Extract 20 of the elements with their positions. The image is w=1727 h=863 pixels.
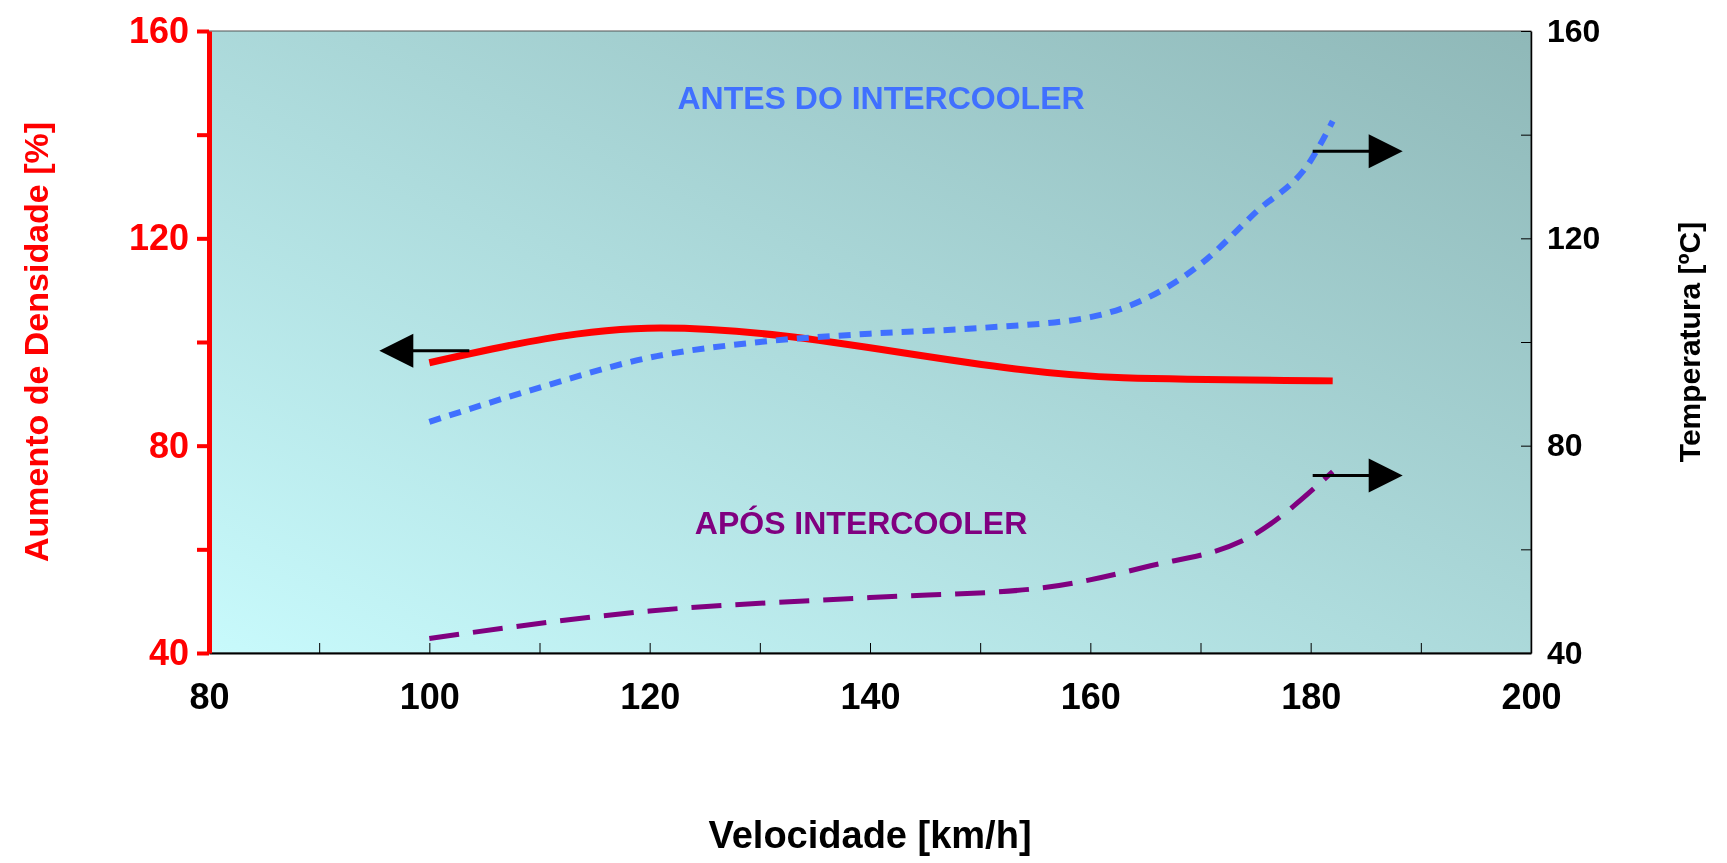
y-tick-label: 80 — [148, 424, 189, 466]
x-tick-label: 140 — [840, 675, 901, 717]
x-tick-label: 200 — [1501, 675, 1562, 717]
x-tick-label: 180 — [1281, 675, 1342, 717]
series-label: APÓS INTERCOOLER — [694, 504, 1028, 541]
x-tick-label: 100 — [399, 675, 460, 717]
x-tick-label: 80 — [189, 675, 230, 717]
y-tick-label: 40 — [148, 632, 189, 674]
y2-tick-label: 160 — [1547, 12, 1601, 49]
y-tick-label: 120 — [128, 217, 189, 259]
text: ANTES DO INTERCOOLER — [677, 80, 1085, 117]
x-tick-label: 160 — [1060, 675, 1121, 717]
y2-tick-label: 40 — [1547, 634, 1583, 671]
y-tick-label: 160 — [128, 10, 189, 52]
y-axis-title: Aumento de Densidade [%] — [17, 121, 55, 563]
y2-axis-title: Temperatura [ºC] — [1673, 221, 1706, 463]
x-tick-label: 120 — [620, 675, 681, 717]
y2-tick-label: 120 — [1547, 220, 1601, 257]
x-axis-title: Velocidade [km/h] — [708, 814, 1032, 856]
y2-tick-label: 80 — [1547, 427, 1583, 464]
